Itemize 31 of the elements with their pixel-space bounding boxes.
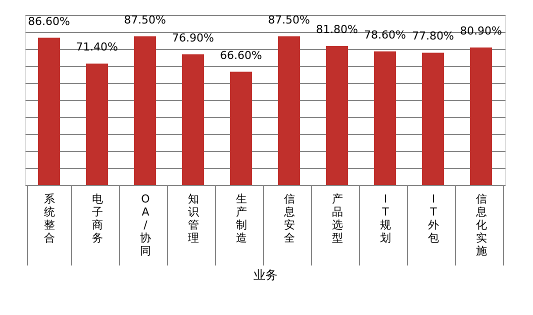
data-label: 76.90% bbox=[172, 31, 214, 44]
bar bbox=[134, 36, 156, 185]
bar bbox=[86, 64, 108, 185]
x-axis-title: 业务 bbox=[254, 268, 278, 282]
data-label: 86.60% bbox=[28, 14, 70, 28]
bar bbox=[470, 47, 492, 185]
bar bbox=[374, 51, 396, 185]
x-tick-label: 生产制造 bbox=[236, 192, 247, 244]
x-tick-label: 产品选型 bbox=[332, 192, 343, 244]
x-tick-label: OA/协同 bbox=[140, 192, 151, 258]
x-tick-label: IT外包 bbox=[428, 192, 439, 244]
bar bbox=[278, 36, 300, 185]
bar bbox=[422, 52, 444, 185]
data-label: 71.40% bbox=[76, 40, 118, 54]
data-label: 87.50% bbox=[268, 13, 310, 26]
data-label: 81.80% bbox=[316, 22, 358, 36]
data-label: 87.50% bbox=[124, 13, 166, 26]
bar bbox=[182, 54, 204, 185]
bar bbox=[38, 38, 60, 185]
x-tick-label: IT规划 bbox=[380, 192, 391, 244]
bar bbox=[326, 46, 348, 185]
x-tick-label: 系统整合 bbox=[44, 192, 55, 244]
x-tick-label: 信息安全 bbox=[283, 192, 295, 244]
data-label: 78.60% bbox=[364, 28, 406, 42]
x-tick-label: 信息化实施 bbox=[475, 192, 487, 258]
data-label: 66.60% bbox=[220, 48, 262, 62]
x-tick-label: 知识管理 bbox=[188, 192, 199, 244]
data-label: 77.80% bbox=[412, 30, 454, 43]
x-tick-label: 电子商务 bbox=[92, 192, 103, 244]
data-label: 80.90% bbox=[460, 24, 502, 38]
bar bbox=[230, 72, 252, 185]
